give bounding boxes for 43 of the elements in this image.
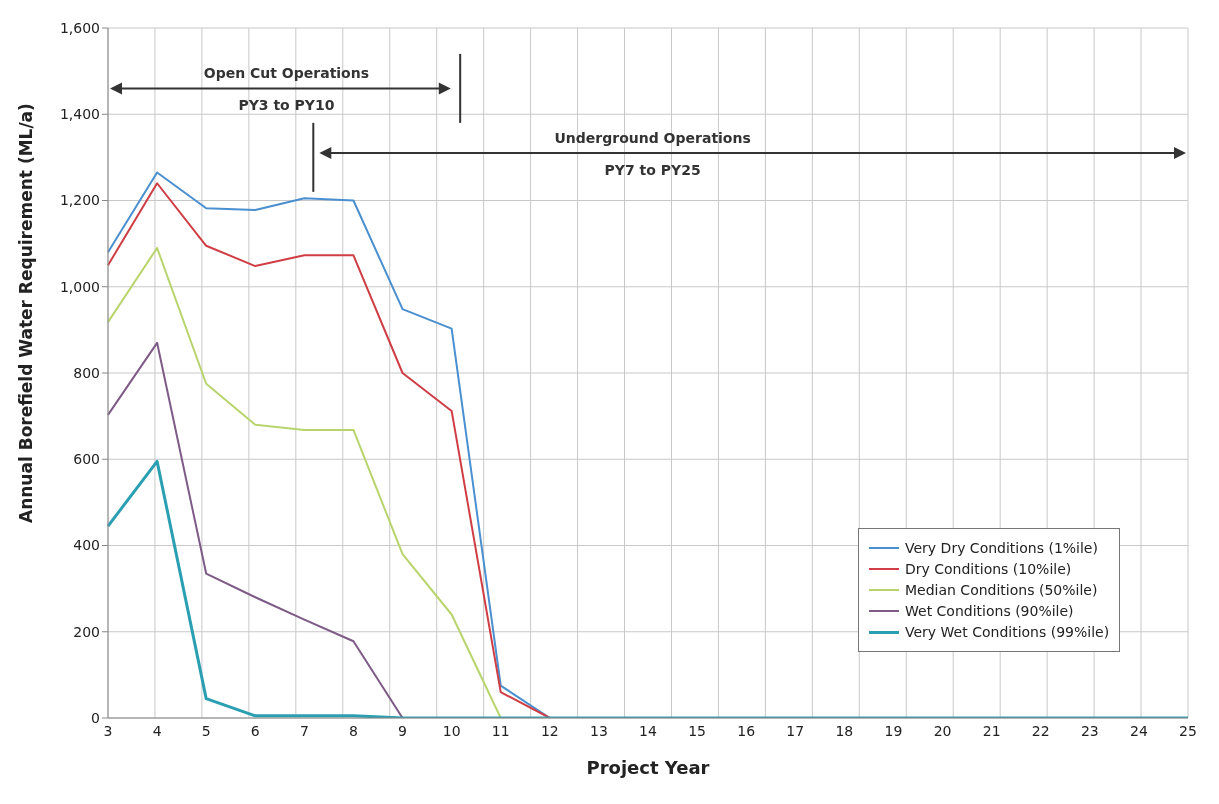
x-tick-label: 5 xyxy=(201,722,211,739)
annotation: PY7 to PY25 xyxy=(604,162,701,179)
x-tick-label: 9 xyxy=(398,722,408,739)
x-tick-label: 8 xyxy=(348,722,358,739)
x-tick-label: 19 xyxy=(884,722,903,739)
legend-label: Wet Conditions (90%ile) xyxy=(905,603,1074,619)
legend-label: Very Wet Conditions (99%ile) xyxy=(905,624,1110,640)
x-tick-label: 10 xyxy=(442,722,461,739)
x-tick-label: 15 xyxy=(688,722,706,739)
x-tick-label: 20 xyxy=(933,722,952,739)
x-tick-label: 22 xyxy=(1031,722,1050,739)
legend-label: Very Dry Conditions (1%ile) xyxy=(905,540,1098,556)
x-tick-label: 3 xyxy=(103,722,113,739)
x-tick-label: 25 xyxy=(1179,722,1197,739)
x-tick-label: 24 xyxy=(1129,722,1148,739)
x-tick-label: 14 xyxy=(639,722,657,739)
x-axis-title: Project Year xyxy=(586,757,710,778)
x-tick-label: 7 xyxy=(299,722,309,739)
y-tick-label: 1,600 xyxy=(59,19,100,36)
x-tick-label: 12 xyxy=(540,722,559,739)
annotation: PY3 to PY10 xyxy=(238,97,335,114)
x-tick-label: 6 xyxy=(250,722,260,739)
x-tick-label: 23 xyxy=(1080,722,1099,739)
y-axis-title: Annual Borefield Water Requirement (ML/a) xyxy=(16,103,37,523)
y-tick-label: 1,000 xyxy=(59,278,100,295)
y-tick-label: 200 xyxy=(73,623,100,640)
x-tick-label: 16 xyxy=(737,722,756,739)
annotation: Underground Operations xyxy=(554,130,751,147)
y-tick-label: 600 xyxy=(73,451,100,468)
x-tick-label: 4 xyxy=(152,722,162,739)
x-tick-label: 11 xyxy=(491,722,510,739)
x-tick-label: 17 xyxy=(786,722,805,739)
y-tick-label: 1,200 xyxy=(59,192,100,209)
y-tick-label: 0 xyxy=(91,709,100,726)
annotation: Open Cut Operations xyxy=(203,65,370,82)
y-tick-label: 400 xyxy=(73,537,100,554)
x-tick-label: 13 xyxy=(590,722,608,739)
y-tick-label: 800 xyxy=(73,364,100,381)
x-tick-label: 18 xyxy=(835,722,854,739)
legend-label: Dry Conditions (10%ile) xyxy=(905,561,1072,577)
legend-label: Median Conditions (50%ile) xyxy=(905,582,1098,598)
x-tick-label: 21 xyxy=(982,722,1001,739)
y-tick-label: 1,400 xyxy=(59,106,100,123)
